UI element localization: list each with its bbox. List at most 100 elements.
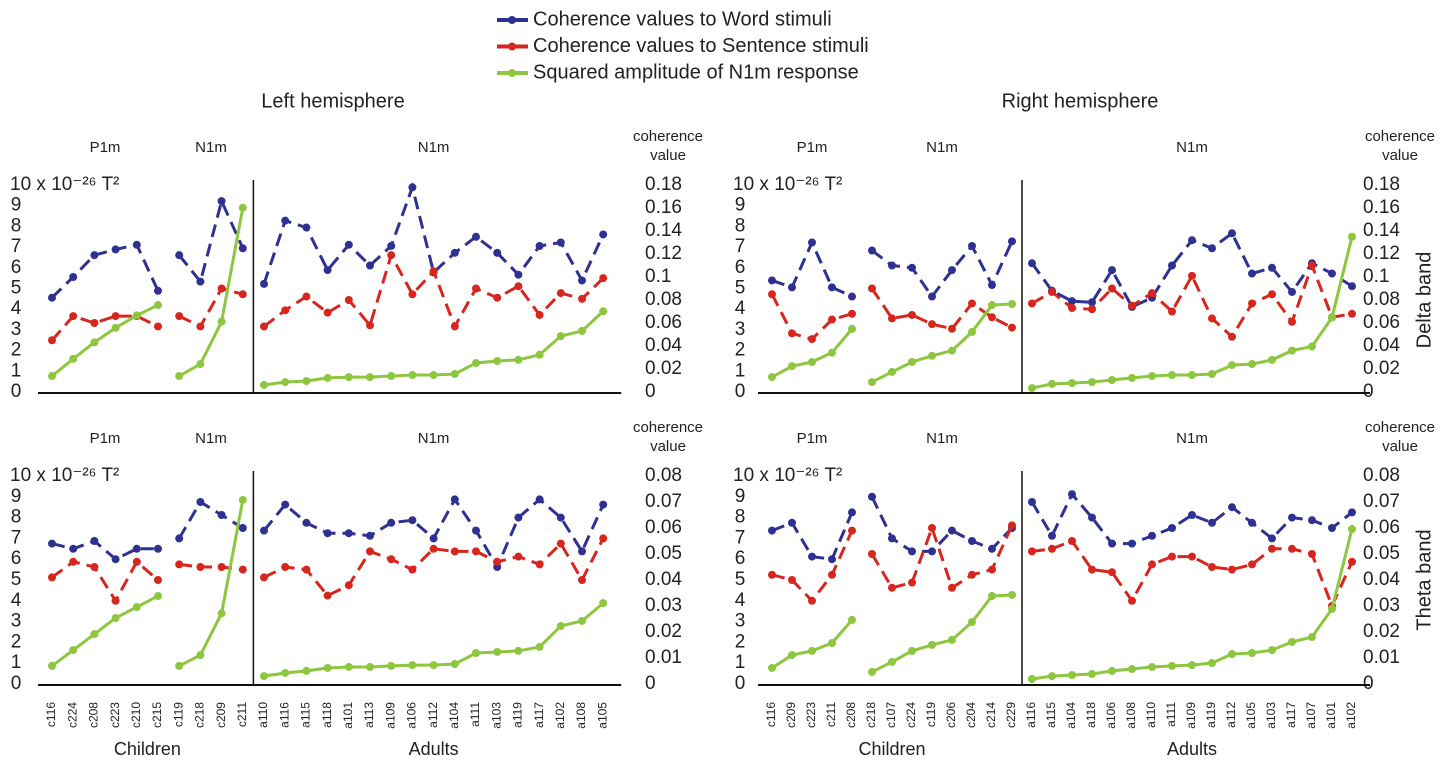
data-point — [1348, 557, 1356, 566]
data-point — [1168, 307, 1176, 316]
data-point — [344, 529, 353, 538]
data-point — [578, 616, 586, 625]
data-point — [472, 359, 480, 368]
y2-tick-label: 0.04 — [645, 335, 682, 356]
data-point — [556, 238, 565, 247]
x-tick-label: a101 — [1324, 702, 1338, 729]
y-tick-label: 7 — [735, 236, 746, 257]
data-point — [238, 524, 247, 532]
legend-item: Coherence values to Word stimuli — [497, 8, 832, 30]
y2-tick-label: 0.14 — [645, 220, 682, 241]
data-point — [1308, 342, 1316, 351]
x-tick-label: c223 — [108, 702, 122, 728]
series-line — [770, 293, 853, 341]
data-point — [1268, 355, 1276, 364]
data-point — [788, 576, 796, 584]
data-point — [1208, 658, 1216, 667]
data-point — [514, 513, 523, 522]
x-tick-label: c229 — [1004, 702, 1018, 728]
chart-panel: Left hemisphere 10 x 10⁻²⁶ T² coherence val… — [10, 90, 703, 402]
data-point — [472, 547, 480, 556]
data-point — [1248, 649, 1256, 658]
data-point — [344, 581, 353, 590]
legend-label: Coherence values to Sentence stimuli — [533, 35, 869, 57]
data-point — [90, 338, 99, 347]
data-point — [868, 492, 876, 501]
data-point — [387, 251, 396, 260]
data-point — [1208, 518, 1216, 527]
data-point — [217, 609, 226, 618]
data-point — [429, 544, 438, 553]
data-point — [988, 544, 996, 553]
y2-tick-label: 0.14 — [1363, 220, 1400, 241]
data-point — [344, 296, 353, 304]
y-tick-label: 1 — [735, 652, 746, 673]
y-tick-label: 6 — [11, 548, 22, 569]
data-point — [808, 596, 816, 605]
data-point — [1128, 665, 1136, 674]
data-point — [1028, 547, 1036, 556]
x-tick-label: a112 — [1224, 702, 1238, 728]
x-tick-label: a116 — [1024, 702, 1038, 728]
data-point — [472, 232, 480, 241]
data-point — [599, 274, 608, 283]
data-point — [1088, 565, 1096, 574]
data-point — [450, 660, 459, 669]
data-point — [908, 547, 916, 556]
data-point — [928, 524, 936, 532]
data-point — [48, 573, 56, 582]
data-point — [217, 284, 226, 293]
y2-tick-label: 0.03 — [1363, 595, 1400, 616]
data-point — [908, 646, 916, 655]
x-tick-label: a103 — [1264, 702, 1278, 729]
y2-axis-label: coherence value — [633, 419, 703, 455]
series-line — [178, 499, 245, 668]
data-point — [1088, 305, 1096, 314]
x-tick-label: a109 — [1184, 702, 1198, 729]
data-point — [1168, 371, 1176, 380]
data-point — [1268, 646, 1276, 655]
series-line — [1031, 539, 1354, 610]
data-point — [556, 332, 565, 341]
data-point — [868, 246, 876, 255]
data-point — [1328, 269, 1336, 278]
data-point — [1108, 284, 1116, 293]
legend-dot — [508, 69, 516, 77]
panel-label: N1m — [418, 430, 450, 447]
data-point — [968, 570, 976, 579]
data-point — [535, 495, 544, 504]
data-point — [111, 614, 120, 623]
legend-item: Coherence values to Sentence stimuli — [497, 35, 869, 57]
chart-title: Left hemisphere — [261, 90, 404, 112]
x-tick-label: a106 — [1104, 702, 1118, 729]
data-point — [848, 615, 856, 624]
data-point — [514, 355, 523, 364]
data-point — [948, 583, 956, 592]
y-tick-label: 4 — [11, 590, 22, 611]
x-tick-label: a106 — [405, 702, 419, 729]
data-point — [1048, 379, 1056, 388]
data-point — [988, 281, 996, 290]
data-point — [175, 534, 184, 543]
y2-axis-label: coherence value — [1365, 419, 1435, 455]
data-point — [387, 518, 396, 527]
data-point — [968, 618, 976, 627]
data-point — [599, 307, 608, 316]
data-point — [1088, 513, 1096, 522]
data-point — [323, 591, 332, 600]
series-line — [870, 287, 1013, 331]
y2-tick-label: 0.06 — [645, 312, 682, 333]
x-tick-label: a118 — [320, 702, 334, 728]
data-point — [69, 354, 78, 363]
data-point — [1208, 369, 1216, 378]
data-point — [868, 284, 876, 293]
y-tick-label: 2 — [11, 340, 22, 361]
data-point — [238, 244, 247, 253]
y-tick-label: 9 — [735, 486, 746, 507]
y2-tick-label: 0.04 — [1363, 335, 1400, 356]
data-point — [1288, 544, 1296, 553]
y-axis-label: 10 x 10⁻²⁶ T² — [733, 465, 842, 486]
series-line — [1031, 261, 1353, 340]
data-point — [768, 570, 776, 579]
x-tick-label: c116 — [764, 702, 778, 727]
